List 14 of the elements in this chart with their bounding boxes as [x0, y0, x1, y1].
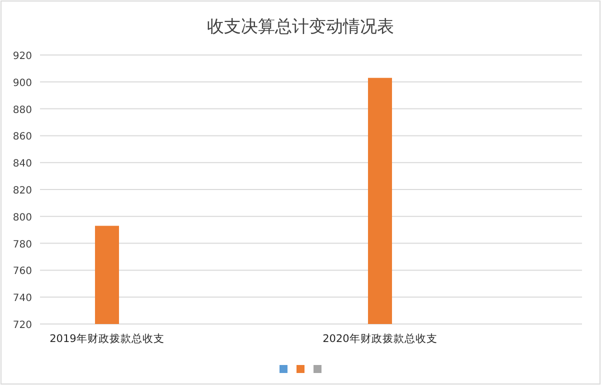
y-tick-label: 800: [12, 212, 32, 224]
y-tick-label: 920: [12, 51, 32, 62]
y-tick-label: 760: [12, 266, 32, 278]
y-tick-label: 880: [12, 104, 32, 116]
y-tick-label: 780: [12, 239, 32, 250]
y-tick-label: 860: [12, 132, 32, 143]
y-tick-label: 720: [12, 320, 32, 331]
x-tick-label: 2019年财政拨款总收支: [50, 332, 164, 345]
y-tick-label: 740: [12, 293, 32, 304]
y-tick-label: 820: [12, 186, 32, 196]
x-tick-label: 2020年财政拨款总收支: [322, 332, 438, 345]
chart-title: 收支决算总计变动情况表: [207, 17, 394, 37]
y-tick-label: 840: [12, 158, 32, 170]
y-tick-label: 900: [12, 78, 32, 89]
